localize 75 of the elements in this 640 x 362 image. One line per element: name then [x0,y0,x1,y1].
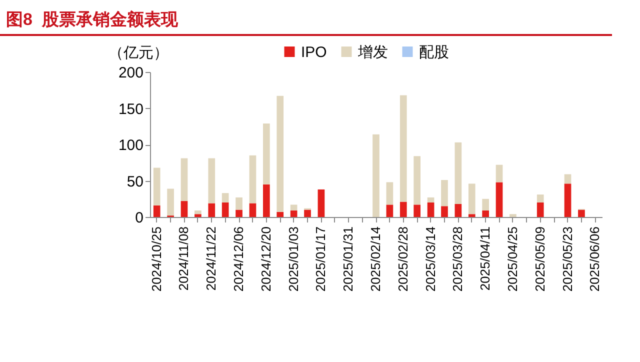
bar [208,203,216,217]
bar [496,182,503,217]
bar [290,210,298,217]
bar [249,155,256,204]
bar [263,184,270,217]
bar [536,194,544,202]
x-tick-label: 2025/05/09 [532,226,548,292]
bar [386,182,394,205]
y-tick-label: 100 [118,137,144,154]
x-tick-label: 2024/12/20 [258,226,274,292]
bar [536,202,544,217]
bar [414,204,421,217]
bar [263,123,270,184]
bar [427,197,434,202]
x-tick-label: 2024/11/22 [204,226,219,291]
bar [194,214,202,217]
x-tick-label: 2025/04/11 [478,226,493,291]
x-tick-label: 2025/05/23 [560,226,575,292]
bar [400,95,407,202]
x-tick-label: 2025/03/28 [450,226,466,292]
x-tick-label: 2025/04/25 [504,226,520,292]
y-tick-label: 50 [126,173,144,190]
x-tick-label: 2025/01/17 [313,226,328,292]
bar [482,210,489,217]
bar [236,197,242,210]
bar [222,193,229,202]
bar [468,184,476,214]
bar [441,206,448,217]
bar [564,174,572,184]
bar [578,210,585,217]
x-tick-label: 2025/06/06 [587,226,602,292]
y-axis-title: （亿元） [108,44,168,62]
bar [153,168,160,206]
bar [236,210,242,217]
bar [208,158,216,204]
bar [372,134,380,217]
bar [496,164,503,182]
bar [386,204,394,217]
bar [414,156,421,205]
y-tick-label: 0 [135,210,144,226]
bar [153,205,160,217]
bar [510,214,516,217]
bar [180,201,188,217]
x-tick-label: 2024/12/06 [231,226,246,292]
chart-title: 图8 股票承销金额表现 [6,9,178,31]
bar [468,214,476,217]
bar [276,96,284,212]
bar [304,210,311,217]
bar [167,188,174,216]
x-tick-label: 2025/02/14 [368,226,383,292]
bar [222,202,229,217]
bar [249,203,256,217]
legend-label: IPO [301,44,327,61]
legend-label: 增发 [357,44,388,61]
bar [180,158,188,202]
bar [454,142,462,204]
x-tick-label: 2025/03/14 [422,226,438,292]
bar [482,198,489,210]
bar [454,204,462,217]
y-tick-label: 150 [118,100,144,118]
x-tick-label: 2025/01/03 [286,226,301,292]
y-tick-label: 200 [118,64,144,82]
x-tick-label: 2024/10/25 [148,226,164,292]
bar [290,204,298,210]
bar [564,184,572,217]
bar [441,180,448,206]
bar [318,189,325,217]
bar [400,202,407,217]
bar [276,212,284,217]
x-tick-label: 2025/02/28 [395,226,410,292]
x-tick-label: 2024/11/08 [176,226,192,291]
legend-label: 配股 [419,44,449,61]
bar [194,210,202,214]
bar [427,202,434,217]
x-tick-label: 2025/01/31 [340,226,356,292]
